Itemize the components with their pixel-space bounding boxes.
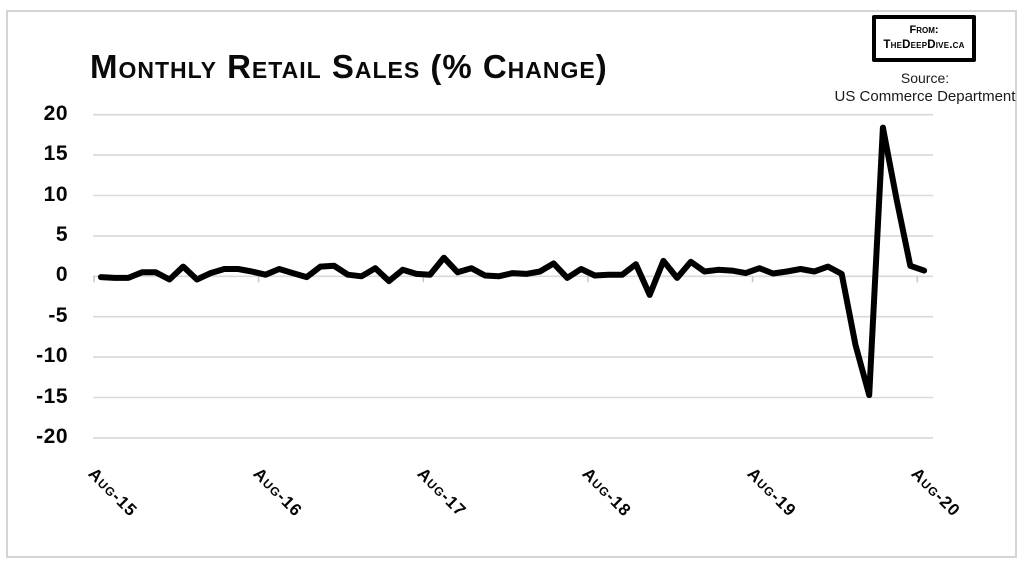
y-axis-label--15: -15	[36, 384, 68, 408]
y-axis-label--20: -20	[36, 424, 68, 448]
y-axis-label--10: -10	[36, 344, 68, 368]
y-axis-label-10: 10	[43, 182, 68, 206]
source-organization: US Commerce Department	[834, 87, 1016, 105]
chart-frame-border	[6, 10, 1017, 558]
gridlines	[93, 113, 933, 439]
source-label: Source:	[900, 70, 950, 86]
y-axis-label-20: 20	[43, 101, 68, 125]
badge-site-name: TheDeepDive.ca	[883, 39, 965, 52]
retail-sales-line	[97, 124, 928, 399]
y-axis-label--5: -5	[48, 303, 68, 327]
y-axis-label-0: 0	[55, 263, 68, 287]
source-badge: From: TheDeepDive.ca	[872, 15, 976, 62]
y-axis-label-5: 5	[55, 222, 68, 246]
chart-title: Monthly Retail Sales (% Change)	[90, 48, 608, 85]
retail-sales-series	[97, 124, 928, 399]
y-axis-label-15: 15	[43, 142, 68, 166]
badge-from-label: From:	[909, 24, 939, 37]
source-note: Source: US Commerce Department	[828, 70, 1022, 106]
